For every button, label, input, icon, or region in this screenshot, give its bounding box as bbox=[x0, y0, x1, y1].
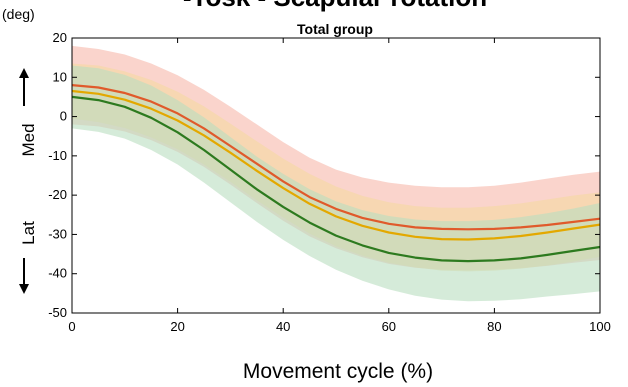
y-tick-label: 10 bbox=[53, 69, 67, 84]
medial-label: Med bbox=[19, 123, 38, 156]
mean-line-2 bbox=[71, 89, 601, 241]
chart-subtitle: Total group bbox=[297, 21, 373, 37]
y-tick-label: -30 bbox=[48, 226, 67, 241]
x-tick-label: 0 bbox=[68, 319, 75, 334]
x-tick-label: 20 bbox=[170, 319, 184, 334]
y-tick-label: 0 bbox=[60, 109, 67, 124]
sd-band-2 bbox=[72, 63, 600, 272]
x-tick-label: 60 bbox=[382, 319, 396, 334]
x-tick-label: 80 bbox=[487, 319, 501, 334]
x-axis: 0 20 40 60 80 100 bbox=[68, 38, 611, 334]
sd-bands bbox=[72, 45, 600, 302]
y-tick-label: -10 bbox=[48, 148, 67, 163]
y-tick-label: -50 bbox=[48, 305, 67, 320]
up-arrowhead-icon bbox=[19, 68, 29, 78]
chart-title: -Tosk - Scapular rotation bbox=[183, 0, 487, 12]
sd-band-3 bbox=[72, 65, 600, 302]
y-tick-label: -40 bbox=[48, 266, 67, 281]
mean-line-1 bbox=[71, 84, 601, 231]
mean-lines bbox=[71, 84, 601, 263]
x-axis-label: Movement cycle (%) bbox=[243, 360, 433, 383]
mean-line-3 bbox=[71, 95, 601, 263]
x-tick-label: 100 bbox=[589, 319, 611, 334]
y-tick-label: 20 bbox=[53, 30, 67, 45]
y-unit-label: (deg) bbox=[2, 6, 35, 22]
y-axis: 20 10 0 -10 -20 -30 -40 -50 bbox=[48, 30, 600, 320]
medial-direction: Med bbox=[19, 68, 38, 157]
lateral-label: Lat bbox=[19, 221, 38, 245]
down-arrowhead-icon bbox=[19, 284, 29, 294]
plot-area-frame bbox=[71, 37, 601, 314]
y-tick-label: -20 bbox=[48, 187, 67, 202]
lateral-direction: Lat bbox=[19, 221, 38, 294]
x-tick-label: 40 bbox=[276, 319, 290, 334]
